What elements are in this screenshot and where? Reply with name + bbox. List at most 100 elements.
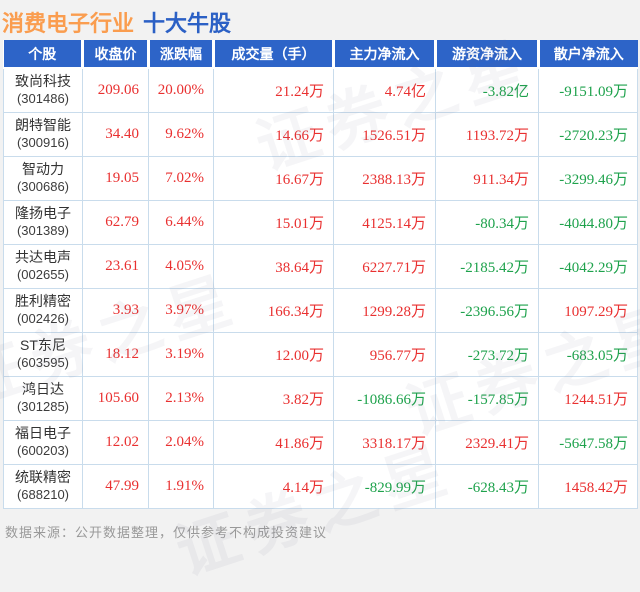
change-percent-cell: 20.00% [148,67,214,113]
retail-inflow-cell: -683.05万 [538,331,638,377]
stock-name: 统联精密 [15,469,71,486]
title-industry: 消费电子行业 [2,11,135,36]
stock-name: ST东尼 [20,337,66,354]
volume-cell: 12.00万 [213,331,334,377]
main-force-inflow-cell: 4125.14万 [333,199,436,245]
page-title: 消费电子行业 十大牛股 [0,0,640,36]
retail-inflow-cell: -2720.23万 [538,111,638,157]
stock-name-cell: 统联精密 (688210) [3,463,83,509]
title-suffix: 十大牛股 [143,11,232,36]
data-source-note: 数据来源：公开数据整理，仅供参考不构成投资建议 [5,524,328,540]
table-row: 共达电声 (002655) 23.61 4.05% 38.64万 6227.71万 -218… [3,243,638,289]
stock-name: 隆扬电子 [15,205,71,222]
hot-money-inflow-cell: -157.85万 [435,375,539,421]
table-row: ST东尼 (603595) 18.12 3.19% 12.00万 956.77万 -273.… [3,331,638,377]
change-percent-cell: 3.19% [148,331,214,377]
change-percent-cell: 2.04% [148,419,214,465]
stock-name-cell: ST东尼 (603595) [3,331,83,377]
main-force-inflow-cell: -829.99万 [333,463,436,509]
hot-money-inflow-cell: -628.43万 [435,463,539,509]
close-price-cell: 62.79 [82,199,149,245]
close-price-cell: 209.06 [82,67,149,113]
column-header: 收盘价 [81,40,150,69]
close-price-cell: 47.99 [82,463,149,509]
change-percent-cell: 6.44% [148,199,214,245]
stock-code: (301486) [16,90,70,106]
retail-inflow-cell: 1458.42万 [538,463,638,509]
table-body: 致尚科技 (301486) 209.06 20.00% 21.24万 4.74亿 -3.82… [3,67,638,509]
volume-cell: 16.67万 [213,155,334,201]
retail-inflow-cell: -5647.58万 [538,419,638,465]
stock-name: 福日电子 [15,425,71,442]
table-row: 鸿日达 (301285) 105.60 2.13% 3.82万 -1086.66万 -157… [3,375,638,421]
table-row: 朗特智能 (300916) 34.40 9.62% 14.66万 1526.51万 1193… [3,111,638,157]
stock-code: (002426) [16,310,70,326]
stock-name-cell: 智动力 (300686) [3,155,83,201]
hot-money-inflow-cell: -3.82亿 [435,67,539,113]
volume-cell: 21.24万 [213,67,334,113]
retail-inflow-cell: 1097.29万 [538,287,638,333]
hot-money-inflow-cell: 911.34万 [435,155,539,201]
main-force-inflow-cell: 1299.28万 [333,287,436,333]
column-header: 散户净流入 [537,40,638,69]
stock-code: (603595) [16,354,70,370]
close-price-cell: 34.40 [82,111,149,157]
volume-cell: 166.34万 [213,287,334,333]
stock-code: (300686) [16,178,70,194]
main-force-inflow-cell: 2388.13万 [333,155,436,201]
change-percent-cell: 7.02% [148,155,214,201]
volume-cell: 41.86万 [213,419,334,465]
table-row: 胜利精密 (002426) 3.93 3.97% 166.34万 1299.28万 -239… [3,287,638,333]
stock-name-cell: 隆扬电子 (301389) [3,199,83,245]
volume-cell: 4.14万 [213,463,334,509]
hot-money-inflow-cell: -2185.42万 [435,243,539,289]
hot-money-inflow-cell: -273.72万 [435,331,539,377]
stock-name-cell: 朗特智能 (300916) [3,111,83,157]
main-force-inflow-cell: 6227.71万 [333,243,436,289]
stock-code: (301285) [16,398,70,414]
top-stocks-table: 个股 收盘价 涨跌幅 成交量（手） 主力净流入 游资净流入 散户净流入 致尚科技 (30148… [3,40,638,509]
table-row: 隆扬电子 (301389) 62.79 6.44% 15.01万 4125.14万 -80.… [3,199,638,245]
change-percent-cell: 9.62% [148,111,214,157]
stock-name: 共达电声 [15,249,71,266]
stock-name-cell: 鸿日达 (301285) [3,375,83,421]
close-price-cell: 3.93 [82,287,149,333]
column-header: 成交量（手） [212,40,335,69]
table-row: 统联精密 (688210) 47.99 1.91% 4.14万 -829.99万 -628.… [3,463,638,509]
hot-money-inflow-cell: 2329.41万 [435,419,539,465]
main-force-inflow-cell: 3318.17万 [333,419,436,465]
column-header: 主力净流入 [332,40,437,69]
table-header-row: 个股 收盘价 涨跌幅 成交量（手） 主力净流入 游资净流入 散户净流入 [3,40,638,69]
close-price-cell: 12.02 [82,419,149,465]
close-price-cell: 105.60 [82,375,149,421]
stock-code: (002655) [16,266,70,282]
volume-cell: 38.64万 [213,243,334,289]
change-percent-cell: 2.13% [148,375,214,421]
stock-name: 鸿日达 [22,381,64,398]
hot-money-inflow-cell: 1193.72万 [435,111,539,157]
column-header: 个股 [3,40,84,69]
close-price-cell: 19.05 [82,155,149,201]
table-row: 福日电子 (600203) 12.02 2.04% 41.86万 3318.17万 2329… [3,419,638,465]
hot-money-inflow-cell: -2396.56万 [435,287,539,333]
hot-money-inflow-cell: -80.34万 [435,199,539,245]
stock-name-cell: 胜利精密 (002426) [3,287,83,333]
stock-code: (301389) [16,222,70,238]
stock-name-cell: 致尚科技 (301486) [3,67,83,113]
retail-inflow-cell: -4042.29万 [538,243,638,289]
close-price-cell: 18.12 [82,331,149,377]
table-row: 智动力 (300686) 19.05 7.02% 16.67万 2388.13万 911.3… [3,155,638,201]
stock-code: (688210) [16,486,70,502]
change-percent-cell: 3.97% [148,287,214,333]
retail-inflow-cell: -3299.46万 [538,155,638,201]
column-header: 游资净流入 [434,40,540,69]
main-force-inflow-cell: 4.74亿 [333,67,436,113]
main-force-inflow-cell: 1526.51万 [333,111,436,157]
main-force-inflow-cell: 956.77万 [333,331,436,377]
main-force-inflow-cell: -1086.66万 [333,375,436,421]
stock-name-cell: 福日电子 (600203) [3,419,83,465]
volume-cell: 14.66万 [213,111,334,157]
stock-name-cell: 共达电声 (002655) [3,243,83,289]
stock-code: (300916) [16,134,70,150]
stock-name: 致尚科技 [15,73,71,90]
